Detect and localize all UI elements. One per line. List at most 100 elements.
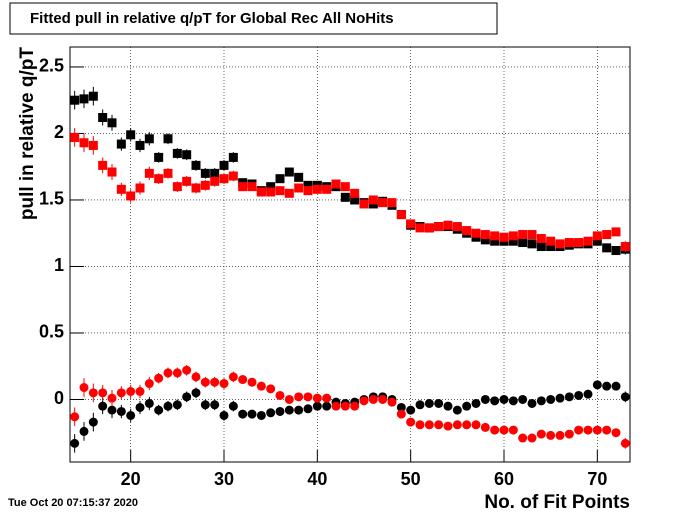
marker: [527, 239, 537, 249]
marker: [163, 401, 173, 411]
marker: [116, 406, 126, 416]
marker: [247, 182, 257, 192]
marker: [620, 392, 630, 402]
marker: [508, 236, 518, 246]
marker: [350, 195, 360, 205]
marker: [247, 377, 257, 387]
marker: [79, 383, 89, 393]
marker: [182, 392, 192, 402]
marker: [322, 393, 332, 403]
marker: [350, 401, 360, 411]
marker: [546, 242, 556, 252]
marker: [443, 401, 453, 411]
marker: [79, 426, 89, 436]
marker: [191, 372, 201, 382]
marker: [518, 230, 528, 240]
marker: [564, 392, 574, 402]
marker: [70, 438, 80, 448]
x-tick-label: 20: [121, 469, 141, 489]
marker: [574, 238, 584, 248]
marker: [228, 152, 238, 162]
marker: [340, 401, 350, 411]
y-tick-label: 0: [54, 388, 64, 408]
marker: [415, 223, 425, 233]
marker: [406, 405, 416, 415]
marker: [312, 401, 322, 411]
marker: [275, 186, 285, 196]
marker: [536, 429, 546, 439]
marker: [126, 410, 136, 420]
marker: [368, 394, 378, 404]
marker: [508, 425, 518, 435]
marker: [592, 236, 602, 246]
timestamp: Tue Oct 20 07:15:37 2020: [8, 497, 138, 509]
marker: [303, 186, 313, 196]
marker: [303, 392, 313, 402]
marker: [135, 140, 145, 150]
marker: [611, 227, 621, 237]
marker: [546, 236, 556, 246]
marker: [70, 412, 80, 422]
marker: [116, 139, 126, 149]
marker: [172, 368, 182, 378]
marker: [471, 398, 481, 408]
marker: [266, 408, 276, 418]
marker: [443, 421, 453, 431]
marker: [284, 394, 294, 404]
chart-title: Fitted pull in relative q/pT for Global …: [30, 10, 394, 27]
marker: [284, 405, 294, 415]
marker: [555, 430, 565, 440]
marker: [163, 368, 173, 378]
marker: [490, 231, 500, 241]
y-tick-label: 1: [54, 255, 64, 275]
marker: [98, 401, 108, 411]
marker: [536, 242, 546, 252]
marker: [144, 379, 154, 389]
marker: [312, 184, 322, 194]
marker: [303, 180, 313, 190]
x-tick-label: 70: [587, 469, 607, 489]
marker: [499, 394, 509, 404]
marker: [182, 176, 192, 186]
marker: [107, 167, 117, 177]
marker: [387, 397, 397, 407]
marker: [424, 223, 434, 233]
marker: [275, 406, 285, 416]
marker: [480, 235, 490, 245]
marker: [266, 187, 276, 197]
marker: [144, 398, 154, 408]
marker: [88, 388, 98, 398]
marker: [163, 134, 173, 144]
marker: [266, 384, 276, 394]
marker: [583, 236, 593, 246]
marker: [256, 410, 266, 420]
marker: [98, 160, 108, 170]
marker: [135, 387, 145, 397]
marker: [462, 226, 472, 236]
marker: [424, 420, 434, 430]
x-axis-label: No. of Fit Points: [484, 492, 630, 513]
marker: [462, 401, 472, 411]
marker: [275, 390, 285, 400]
marker: [620, 438, 630, 448]
marker: [219, 160, 229, 170]
marker: [154, 152, 164, 162]
marker: [116, 184, 126, 194]
y-tick-label: 0.5: [39, 322, 64, 342]
marker: [107, 118, 117, 128]
marker: [200, 168, 210, 178]
marker: [219, 174, 229, 184]
marker: [256, 187, 266, 197]
marker: [602, 381, 612, 391]
marker: [88, 91, 98, 101]
marker: [331, 179, 341, 189]
marker: [210, 377, 220, 387]
x-tick-label: 40: [307, 469, 327, 489]
marker: [611, 246, 621, 256]
marker: [200, 400, 210, 410]
marker: [266, 182, 276, 192]
marker: [322, 184, 332, 194]
marker: [322, 401, 332, 411]
marker: [387, 198, 397, 208]
marker: [98, 112, 108, 122]
